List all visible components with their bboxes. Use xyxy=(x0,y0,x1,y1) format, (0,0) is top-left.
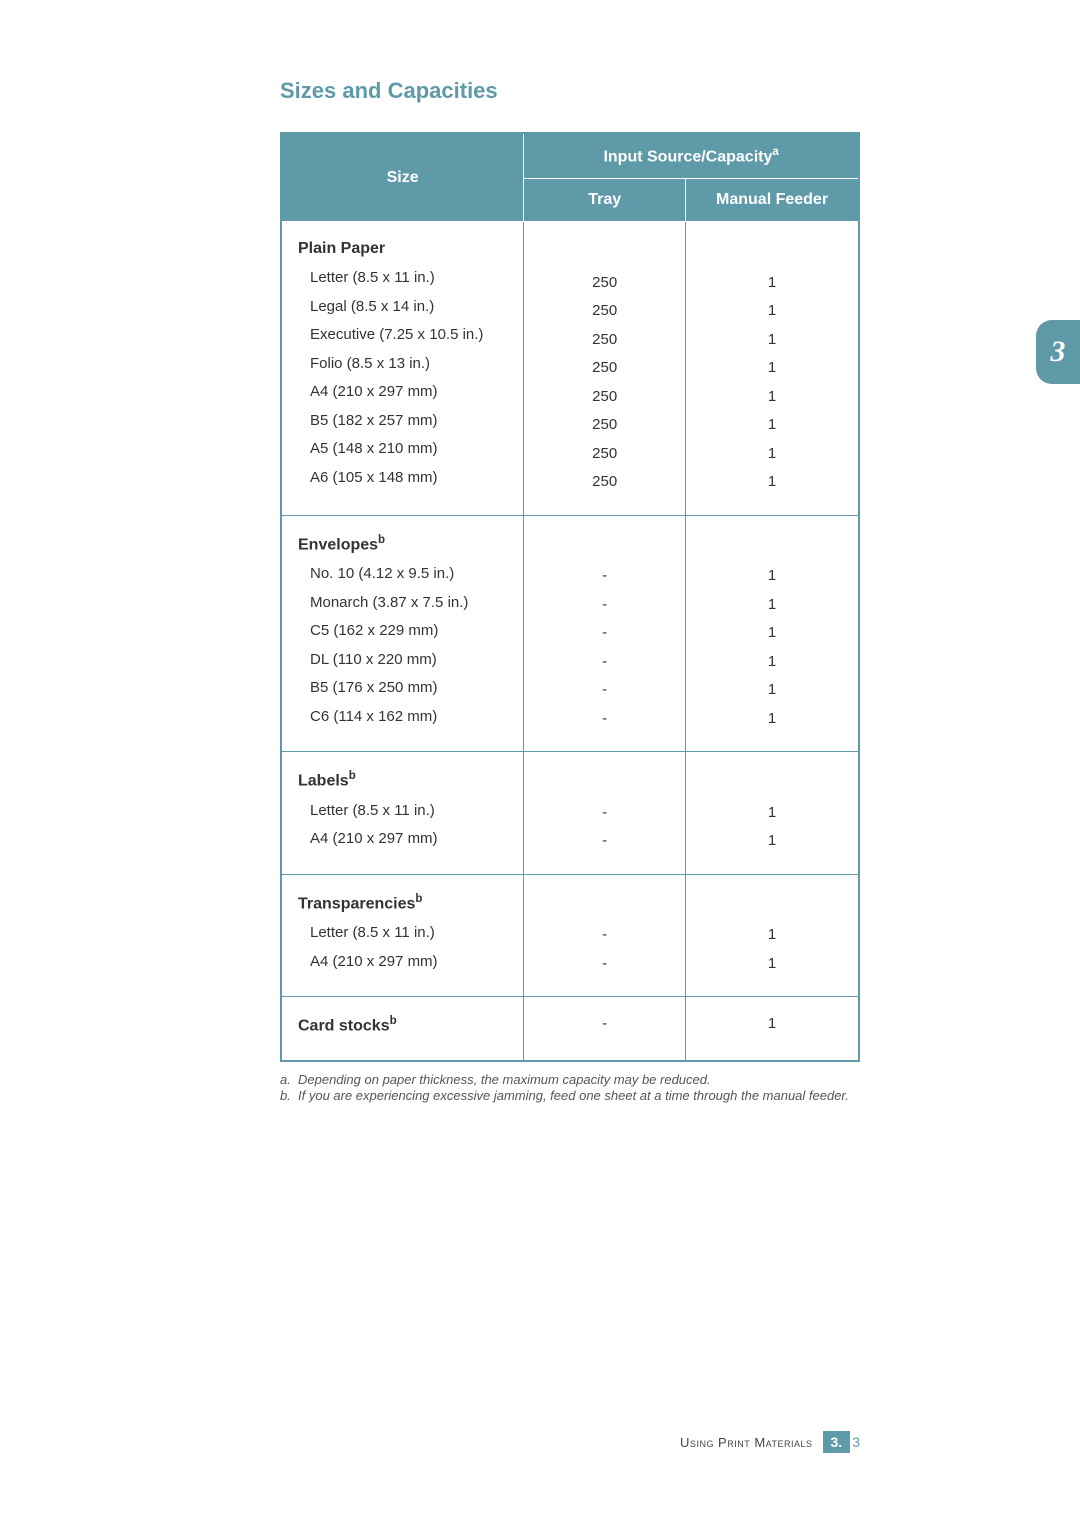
table-row: A5 (148 x 210 mm) xyxy=(298,435,507,464)
table-row: A4 (210 x 297 mm) xyxy=(298,825,507,854)
footnotes: a.Depending on paper thickness, the maxi… xyxy=(280,1072,860,1105)
chapter-tab: 3 xyxy=(1036,320,1080,384)
table-row: Letter (8.5 x 11 in.) xyxy=(298,919,507,948)
header-capacity-text: Input Source/Capacity xyxy=(603,148,772,165)
footer-section: Using Print Materials xyxy=(680,1435,812,1450)
table-row: C5 (162 x 229 mm) xyxy=(298,617,507,646)
table-row: B5 (176 x 250 mm) xyxy=(298,674,507,703)
header-tray: Tray xyxy=(524,179,686,222)
header-size: Size xyxy=(281,133,524,222)
footnote: b.If you are experiencing excessive jamm… xyxy=(280,1088,860,1104)
footer-page: 3 xyxy=(852,1434,860,1450)
footnote: a.Depending on paper thickness, the maxi… xyxy=(280,1072,860,1088)
table-row: C6 (114 x 162 mm) xyxy=(298,703,507,732)
capacity-table: Size Input Source/Capacitya Tray Manual … xyxy=(280,132,860,1062)
category-label: Card stocksb xyxy=(298,1015,507,1035)
category-label: Labelsb xyxy=(298,770,507,790)
table-row: Monarch (3.87 x 7.5 in.) xyxy=(298,589,507,618)
table-row: B5 (182 x 257 mm) xyxy=(298,407,507,436)
category-label: Envelopesb xyxy=(298,534,507,554)
page-footer: Using Print Materials 3.3 xyxy=(680,1431,860,1453)
table-row: A4 (210 x 297 mm) xyxy=(298,948,507,977)
header-feeder: Manual Feeder xyxy=(686,179,859,222)
table-row: Legal (8.5 x 14 in.) xyxy=(298,293,507,322)
table-row: Letter (8.5 x 11 in.) xyxy=(298,264,507,293)
table-row: No. 10 (4.12 x 9.5 in.) xyxy=(298,560,507,589)
table-row: Letter (8.5 x 11 in.) xyxy=(298,797,507,826)
header-capacity-sup: a xyxy=(772,146,778,158)
table-row: A4 (210 x 297 mm) xyxy=(298,378,507,407)
page-title: Sizes and Capacities xyxy=(280,78,860,104)
header-capacity: Input Source/Capacitya xyxy=(524,133,859,179)
category-label: Transparenciesb xyxy=(298,893,507,913)
footer-chapter: 3. xyxy=(823,1431,851,1453)
table-row: Executive (7.25 x 10.5 in.) xyxy=(298,321,507,350)
table-row: DL (110 x 220 mm) xyxy=(298,646,507,675)
table-row: Folio (8.5 x 13 in.) xyxy=(298,350,507,379)
category-label: Plain Paper xyxy=(298,240,507,258)
table-row: A6 (105 x 148 mm) xyxy=(298,464,507,493)
